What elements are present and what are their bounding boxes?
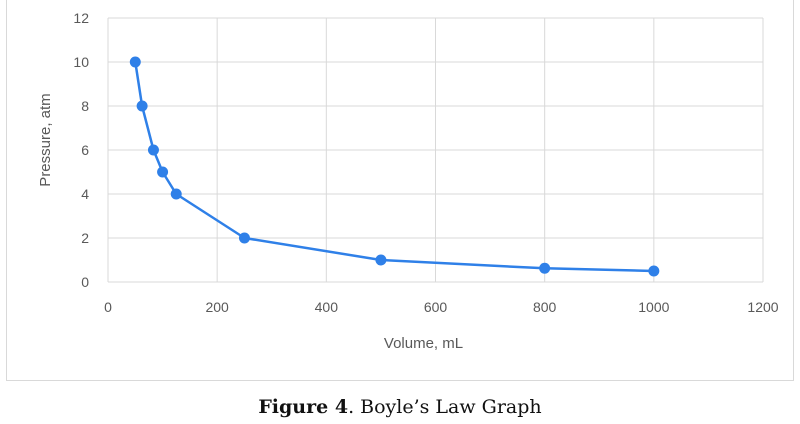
y-axis-ticks: 0 2 4 6 8 10 12 <box>73 10 89 290</box>
figure-caption-text: . Boyle’s Law Graph <box>348 396 542 418</box>
gridlines <box>107 17 764 283</box>
y-tick-label: 4 <box>81 186 89 202</box>
data-point <box>136 100 148 112</box>
figure-label: Figure 4 <box>258 396 349 418</box>
x-axis-ticks: 0 200 400 600 800 1000 1200 <box>104 299 779 315</box>
chart: 0 2 4 6 8 10 12 0 200 400 600 800 1000 1200 Volume, … <box>37 10 779 352</box>
x-tick-label: 600 <box>424 299 448 315</box>
y-tick-label: 2 <box>81 230 89 246</box>
data-point <box>539 262 551 274</box>
x-tick-label: 0 <box>104 299 112 315</box>
y-axis-title: Pressure, atm <box>37 93 54 186</box>
data-point <box>170 188 182 200</box>
data-point <box>129 56 141 68</box>
data-point <box>375 254 387 266</box>
figure-caption: Figure 4. Boyle’s Law Graph <box>0 396 800 418</box>
y-tick-label: 0 <box>81 274 89 290</box>
data-point <box>648 265 660 277</box>
y-tick-label: 8 <box>81 98 89 114</box>
y-tick-label: 10 <box>73 54 89 70</box>
x-tick-label: 800 <box>533 299 557 315</box>
series-line <box>134 61 654 273</box>
x-axis-title: Volume, mL <box>384 335 463 352</box>
x-tick-label: 1200 <box>747 299 778 315</box>
x-tick-label: 1000 <box>638 299 669 315</box>
y-tick-label: 12 <box>73 10 89 26</box>
data-series <box>129 56 660 277</box>
x-tick-label: 400 <box>315 299 339 315</box>
data-point <box>147 144 159 156</box>
data-point <box>238 232 250 244</box>
data-point <box>157 166 169 178</box>
x-tick-label: 200 <box>205 299 229 315</box>
y-tick-label: 6 <box>81 142 89 158</box>
